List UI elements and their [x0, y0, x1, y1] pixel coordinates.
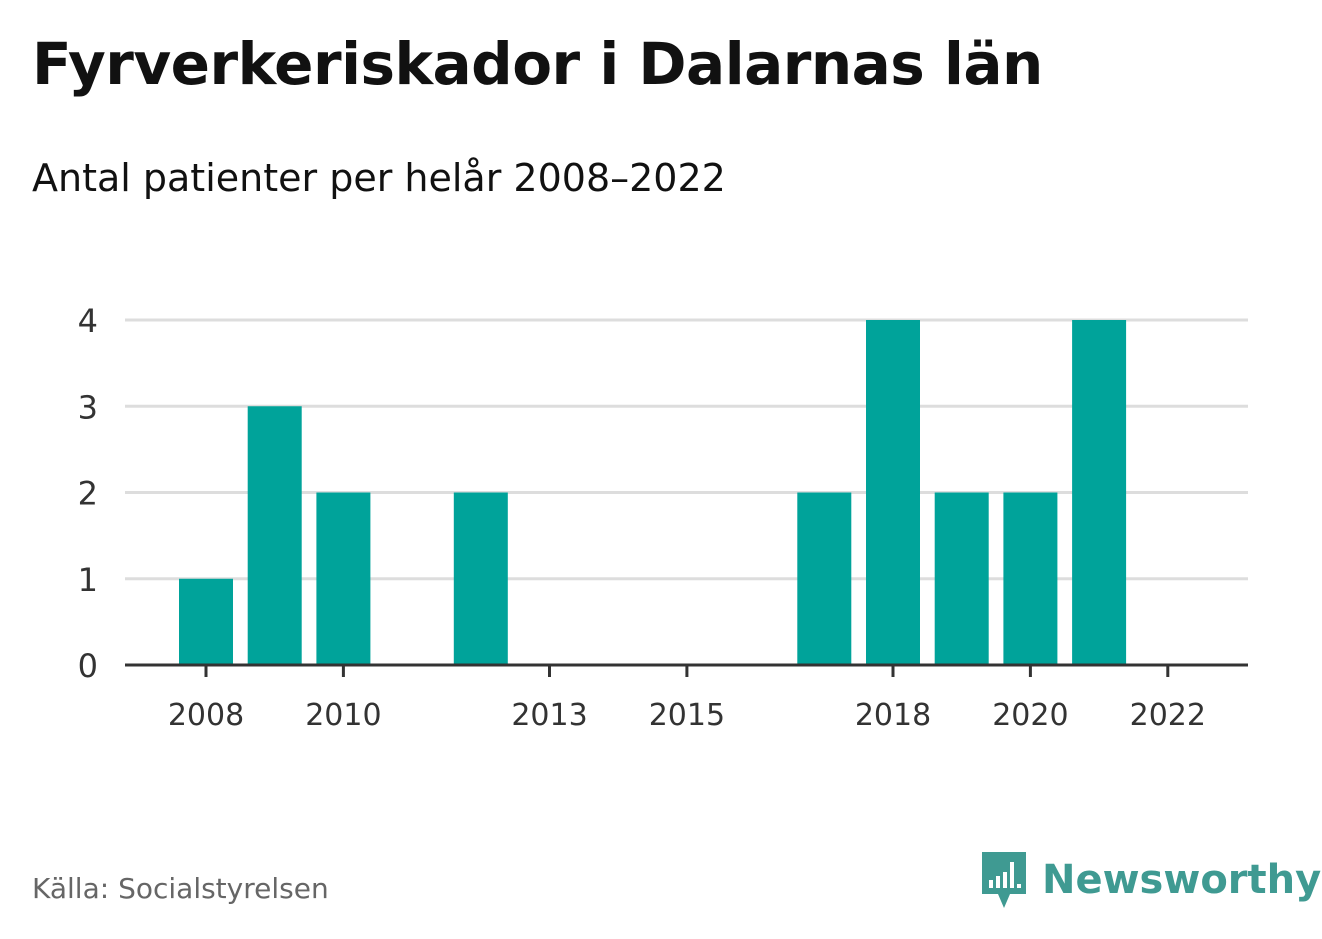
y-tick-label: 4: [78, 302, 98, 340]
y-tick-label: 1: [78, 561, 98, 599]
bar-2008: [179, 578, 233, 665]
bar-2019: [934, 492, 989, 665]
source-note: Källa: Socialstyrelsen: [32, 872, 329, 905]
brand-name: Newsworthy: [1042, 857, 1322, 903]
x-axis: 2008 2010 2013 2015 2018 2020 2022: [125, 663, 1248, 733]
bar-2020: [1003, 492, 1058, 665]
gridlines: [125, 318, 1248, 581]
bar-chart-speech-bubble-icon: [982, 852, 1026, 908]
x-tick-label: 2022: [1130, 698, 1206, 733]
bar-2012: [453, 492, 508, 665]
bars: [179, 320, 1127, 665]
y-tick-label: 3: [78, 388, 98, 426]
bar-2021: [1072, 320, 1127, 665]
x-tick-label: 2013: [511, 698, 587, 733]
x-tick-label: 2010: [305, 698, 381, 733]
x-tick-label: 2018: [855, 698, 931, 733]
bar-2009: [247, 406, 302, 665]
y-tick-label: 2: [78, 475, 98, 513]
x-tick-label: 2015: [649, 698, 725, 733]
brand-logo: Newsworthy: [980, 850, 1321, 910]
chart-title: Fyrverkeriskador i Dalarnas län: [32, 30, 1043, 98]
y-axis-labels: 0 1 2 3 4: [78, 302, 98, 685]
chart-subtitle: Antal patienter per helår 2008–2022: [32, 156, 726, 200]
bar-2010: [316, 492, 371, 665]
bar-2017: [797, 492, 852, 665]
y-tick-label: 0: [78, 647, 98, 685]
bar-chart: 0 1 2 3 4 2008 2010 2013 2015 2018 2020 2022: [78, 302, 1248, 733]
x-tick-label: 2020: [992, 698, 1068, 733]
x-tick-label: 2008: [168, 698, 244, 733]
bar-2018: [866, 320, 920, 665]
